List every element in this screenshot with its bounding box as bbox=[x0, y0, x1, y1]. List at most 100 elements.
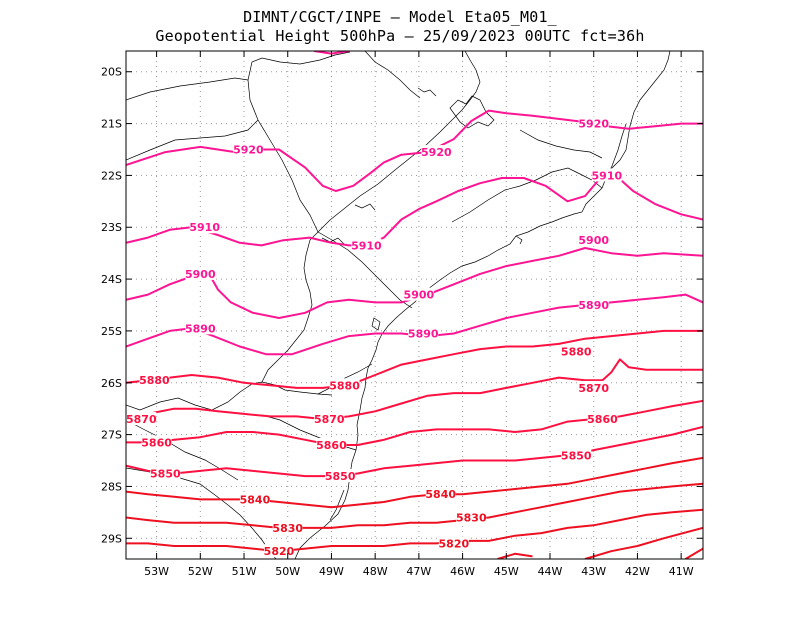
contour-label-bg bbox=[239, 492, 270, 506]
contour-label-bg bbox=[456, 510, 487, 524]
contour-label-5860: 5860 bbox=[141, 436, 172, 449]
contour-label-5840: 5840 bbox=[425, 488, 456, 501]
contour-label-5870: 5870 bbox=[578, 382, 609, 395]
contour-label-5880: 5880 bbox=[329, 379, 360, 392]
contour-label-bg bbox=[263, 544, 294, 558]
lon-tick-label: 51W bbox=[232, 565, 257, 578]
contour-5810 bbox=[684, 547, 703, 559]
contour-label-bg bbox=[578, 116, 609, 130]
lon-tick-label: 47W bbox=[406, 565, 431, 578]
lat-tick-label: 24S bbox=[101, 273, 122, 286]
border-argentina bbox=[126, 381, 333, 411]
contour-label-bg bbox=[189, 220, 220, 234]
contour-label-5880: 5880 bbox=[561, 346, 592, 359]
lon-tick-label: 52W bbox=[188, 565, 213, 578]
lon-tick-label: 50W bbox=[275, 565, 300, 578]
contour-label-5900: 5900 bbox=[578, 234, 609, 247]
contour-label-bg bbox=[403, 287, 434, 301]
contour-label-5920: 5920 bbox=[578, 118, 609, 131]
contour-5810 bbox=[497, 552, 533, 559]
contour-label-5920: 5920 bbox=[421, 146, 452, 159]
lat-tick-label: 25S bbox=[101, 325, 122, 338]
contour-label-5850: 5850 bbox=[150, 467, 181, 480]
contour-label-5820: 5820 bbox=[439, 537, 470, 550]
contour-5840 bbox=[126, 456, 703, 509]
contour-label-5820: 5820 bbox=[264, 545, 295, 558]
contour-label-bg bbox=[272, 520, 303, 534]
lon-tick-label: 42W bbox=[625, 565, 650, 578]
contour-label-bg bbox=[139, 373, 170, 387]
lon-tick-label: 46W bbox=[450, 565, 475, 578]
contour-lines bbox=[126, 51, 703, 559]
lon-tick-label: 43W bbox=[581, 565, 606, 578]
contour-label-5890: 5890 bbox=[408, 328, 439, 341]
contour-5820 bbox=[126, 508, 703, 553]
state-border-ms-go bbox=[126, 77, 249, 101]
contour-label-5900: 5900 bbox=[404, 289, 435, 302]
plot-frame bbox=[125, 50, 704, 560]
contour-label-bg bbox=[578, 380, 609, 394]
lon-tick-label: 48W bbox=[363, 565, 388, 578]
contour-label-bg bbox=[316, 437, 347, 451]
contour-label-5910: 5910 bbox=[351, 239, 382, 252]
contour-label-bg bbox=[314, 412, 345, 426]
lat-tick-label: 26S bbox=[101, 377, 122, 390]
contour-label-5850: 5850 bbox=[325, 470, 356, 483]
contour-5810 bbox=[584, 526, 703, 559]
contour-label-5900: 5900 bbox=[185, 268, 216, 281]
contour-label-bg bbox=[578, 298, 609, 311]
reservoir bbox=[321, 237, 345, 245]
border-paraguay bbox=[261, 231, 319, 383]
contour-label-bg bbox=[561, 344, 592, 358]
lat-tick-label: 28S bbox=[101, 480, 122, 493]
state-border-sp-mg bbox=[317, 51, 481, 233]
lat-tick-label: 21S bbox=[101, 118, 122, 131]
contour-5830 bbox=[126, 482, 703, 529]
contour-labels: 5920 5920 5920 5910 5910 5910 5900 5900 5900 5890… bbox=[126, 116, 623, 558]
contour-label-bg bbox=[425, 487, 456, 501]
contour-label-5830: 5830 bbox=[456, 512, 487, 525]
axes: 20S 21S 22S 23S 24S 25S 26S 27S 28S 29S 53W 52W 51W 5… bbox=[101, 51, 703, 578]
state-border-mg-go bbox=[126, 119, 259, 161]
contour-label-5870: 5870 bbox=[126, 413, 157, 426]
reservoir bbox=[354, 203, 376, 211]
lat-tick-label: 23S bbox=[101, 221, 122, 234]
contour-label-bg bbox=[438, 536, 469, 550]
map-title-line-2: Geopotential Height 500hPa — 25/09/2023 … bbox=[155, 27, 645, 45]
lagoon bbox=[329, 489, 345, 521]
contour-label-bg bbox=[150, 466, 181, 480]
contour-label-bg bbox=[408, 326, 439, 340]
contour-label-bg bbox=[185, 321, 216, 335]
contour-label-5880: 5880 bbox=[139, 374, 170, 387]
contour-label-5910: 5910 bbox=[592, 169, 623, 182]
state-border-pr-sc bbox=[317, 363, 373, 395]
map-title-line-1: DIMNT/CGCT/INPE — Model Eta05_M01_ bbox=[243, 8, 557, 26]
contour-5850 bbox=[126, 425, 703, 478]
contour-label-bg bbox=[126, 412, 157, 426]
island bbox=[371, 317, 381, 331]
contour-label-5860: 5860 bbox=[316, 439, 347, 452]
contour-label-5840: 5840 bbox=[240, 493, 271, 506]
lon-tick-label: 53W bbox=[144, 565, 169, 578]
lat-tick-label: 22S bbox=[101, 169, 122, 182]
lon-tick-label: 41W bbox=[669, 565, 694, 578]
island bbox=[515, 235, 523, 245]
lat-tick-label: 29S bbox=[101, 532, 122, 545]
contour-label-5910: 5910 bbox=[189, 221, 220, 234]
reservoir bbox=[417, 87, 437, 97]
contour-label-bg bbox=[329, 378, 360, 392]
contour-label-5890: 5890 bbox=[578, 299, 609, 312]
lon-tick-label: 44W bbox=[538, 565, 563, 578]
contour-label-bg bbox=[591, 168, 622, 182]
contour-label-bg bbox=[421, 145, 452, 159]
contour-5870 bbox=[126, 358, 703, 420]
contour-label-bg bbox=[325, 469, 356, 483]
lat-tick-label: 20S bbox=[101, 66, 122, 79]
contour-5900 bbox=[126, 247, 703, 319]
contour-label-5830: 5830 bbox=[272, 522, 303, 535]
contour-label-bg bbox=[351, 238, 382, 252]
contour-label-5920: 5920 bbox=[233, 143, 264, 156]
contour-label-bg bbox=[578, 233, 609, 247]
lat-tick-label: 27S bbox=[101, 429, 122, 442]
